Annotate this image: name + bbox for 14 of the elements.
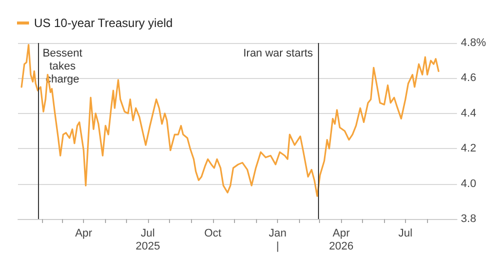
x-tick-label: Jul 2025 [136, 228, 160, 252]
x-tick-label: Apr 2026 [328, 228, 354, 252]
y-tick-label: 4.6 [460, 72, 476, 84]
y-tick-label: 4.4 [460, 107, 476, 120]
legend-label: US 10-year Treasury yield [34, 16, 173, 30]
ref-line-label: Iran war starts [243, 48, 314, 60]
y-tick-label: 4.8% [460, 37, 486, 49]
y-tick-label: 4.2 [460, 142, 476, 155]
x-tick-label: Jan | [268, 228, 287, 252]
y-tick-label: 4.0 [460, 178, 476, 190]
x-tick-label: Apr [75, 228, 93, 240]
x-tick-label: Oct [204, 228, 222, 240]
y-tick-label: 3.8 [460, 213, 476, 225]
x-tick-label: Jul [398, 228, 412, 240]
